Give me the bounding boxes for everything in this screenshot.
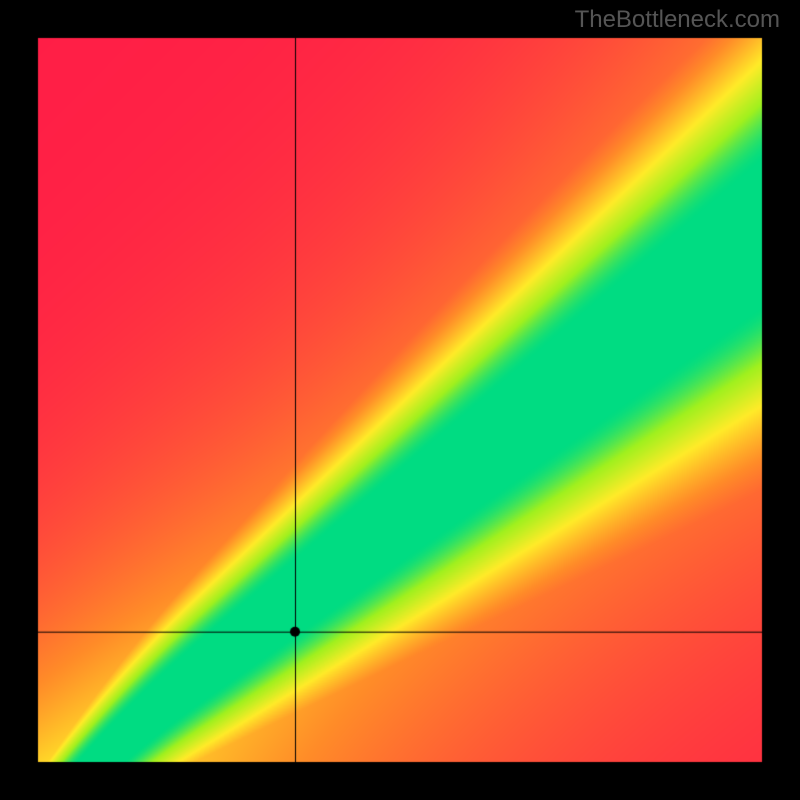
watermark-text: TheBottleneck.com [575, 6, 780, 34]
chart-container: TheBottleneck.com [0, 0, 800, 800]
heatmap-canvas [0, 0, 800, 800]
